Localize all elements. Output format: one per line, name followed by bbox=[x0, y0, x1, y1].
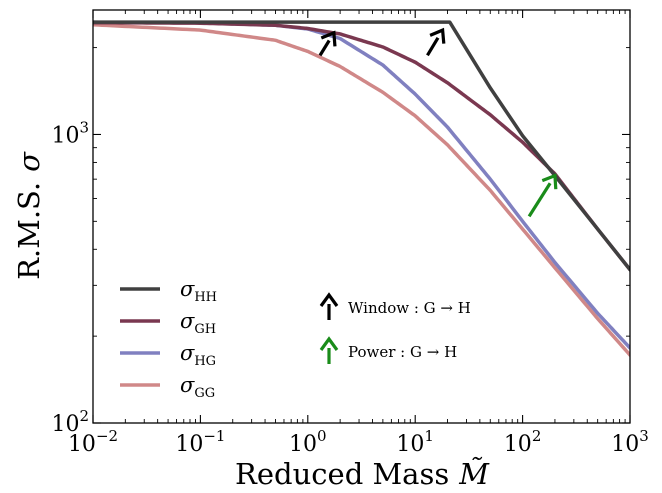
x-tick-label: 102 bbox=[504, 427, 542, 457]
legend-label: σGH bbox=[180, 309, 216, 337]
legend-label: σGG bbox=[180, 373, 215, 401]
x-tick-label: 103 bbox=[611, 427, 649, 457]
x-tick-exponent: 1 bbox=[424, 427, 434, 445]
arrow-legend-icon-2-head bbox=[319, 336, 339, 351]
legend-item-gg: σGG bbox=[120, 373, 215, 401]
arrow-legend-label: Window : G → H bbox=[348, 299, 471, 317]
x-tick-base: 10 bbox=[504, 432, 532, 457]
annotation-arrow-3 bbox=[527, 173, 558, 218]
arrow-legend-item-1: Window : G → H bbox=[319, 292, 471, 320]
annotation-arrow-2 bbox=[426, 27, 446, 57]
minor-ticks bbox=[93, 10, 630, 423]
x-tick-labels: 10−2 10−1 100 101 102 103 bbox=[68, 427, 649, 457]
legend-item-hh: σHH bbox=[120, 277, 217, 305]
y-tick-label: 102 bbox=[51, 407, 89, 437]
x-tick-exponent: −2 bbox=[96, 427, 118, 445]
plot-frame bbox=[92, 9, 631, 424]
legend-subscript: HH bbox=[194, 290, 217, 305]
legend-symbol: σ bbox=[180, 277, 195, 301]
arrow-legend-icon-1-head bbox=[319, 292, 339, 307]
series-line-gg bbox=[93, 23, 630, 357]
x-tick-base: 10 bbox=[175, 432, 203, 457]
y-tick-label: 103 bbox=[51, 118, 89, 148]
legend-symbol: σ bbox=[180, 373, 195, 397]
x-tick-exponent: 0 bbox=[317, 427, 327, 445]
series-layer bbox=[93, 20, 630, 357]
annotation-arrow-1-shaft bbox=[318, 39, 331, 57]
annotation-arrow-3-shaft bbox=[527, 182, 552, 218]
x-tick-base: 10 bbox=[289, 432, 317, 457]
legend-subscript: GH bbox=[194, 322, 216, 337]
x-tick-label: 10−2 bbox=[68, 427, 118, 457]
annotation-arrow-1 bbox=[318, 30, 337, 57]
y-tick-exponent: 2 bbox=[79, 407, 89, 425]
x-axis-label: Reduced Mass M̃ bbox=[235, 457, 490, 491]
x-tick-base: 10 bbox=[68, 432, 96, 457]
annotation-layer bbox=[318, 27, 558, 218]
arrow-legend-icon-1 bbox=[319, 292, 339, 320]
annotation-arrow-1-head bbox=[320, 30, 337, 47]
legend-item-gh: σGH bbox=[120, 309, 216, 337]
x-axis-symbol: M̃ bbox=[458, 457, 490, 491]
arrow-legend-label: Power : G → H bbox=[348, 343, 457, 361]
legend-item-hg: σHG bbox=[120, 341, 216, 369]
legend-symbol: σ bbox=[180, 341, 195, 365]
y-axis-label: R.M.S. σ bbox=[12, 151, 46, 280]
x-tick-label: 101 bbox=[396, 427, 434, 457]
y-tick-exponent: 3 bbox=[79, 118, 89, 136]
legend-label: σHG bbox=[180, 341, 216, 369]
plot-background bbox=[93, 10, 630, 423]
arrow-legend-item-2: Power : G → H bbox=[319, 336, 457, 364]
annotation-arrow-2-shaft bbox=[426, 36, 440, 57]
x-tick-label: 100 bbox=[289, 427, 327, 457]
y-axis-symbol: σ bbox=[12, 151, 46, 172]
x-tick-exponent: 3 bbox=[639, 427, 649, 445]
arrow-legend-icon-2 bbox=[319, 336, 339, 364]
x-tick-exponent: −1 bbox=[203, 427, 225, 445]
arrow-legend: Window : G → H Power : G → H bbox=[319, 292, 471, 364]
legend-label: σHH bbox=[180, 277, 217, 305]
x-tick-base: 10 bbox=[396, 432, 424, 457]
annotation-arrow-3-head bbox=[541, 173, 558, 190]
y-tick-base: 10 bbox=[51, 412, 79, 437]
x-tick-label: 10−1 bbox=[175, 427, 225, 457]
x-tick-base: 10 bbox=[611, 432, 639, 457]
legend-symbol: σ bbox=[180, 309, 195, 333]
x-axis-label-text: Reduced Mass bbox=[235, 457, 449, 491]
legend-subscript: GG bbox=[194, 386, 215, 401]
y-axis-label-text: R.M.S. bbox=[12, 182, 46, 280]
series-line-hh bbox=[93, 20, 630, 272]
x-tick-exponent: 2 bbox=[532, 427, 542, 445]
y-tick-base: 10 bbox=[51, 123, 79, 148]
legend-subscript: HG bbox=[194, 354, 216, 369]
annotation-arrow-2-head bbox=[429, 27, 446, 44]
